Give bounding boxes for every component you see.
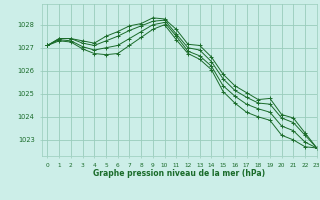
X-axis label: Graphe pression niveau de la mer (hPa): Graphe pression niveau de la mer (hPa): [93, 169, 265, 178]
